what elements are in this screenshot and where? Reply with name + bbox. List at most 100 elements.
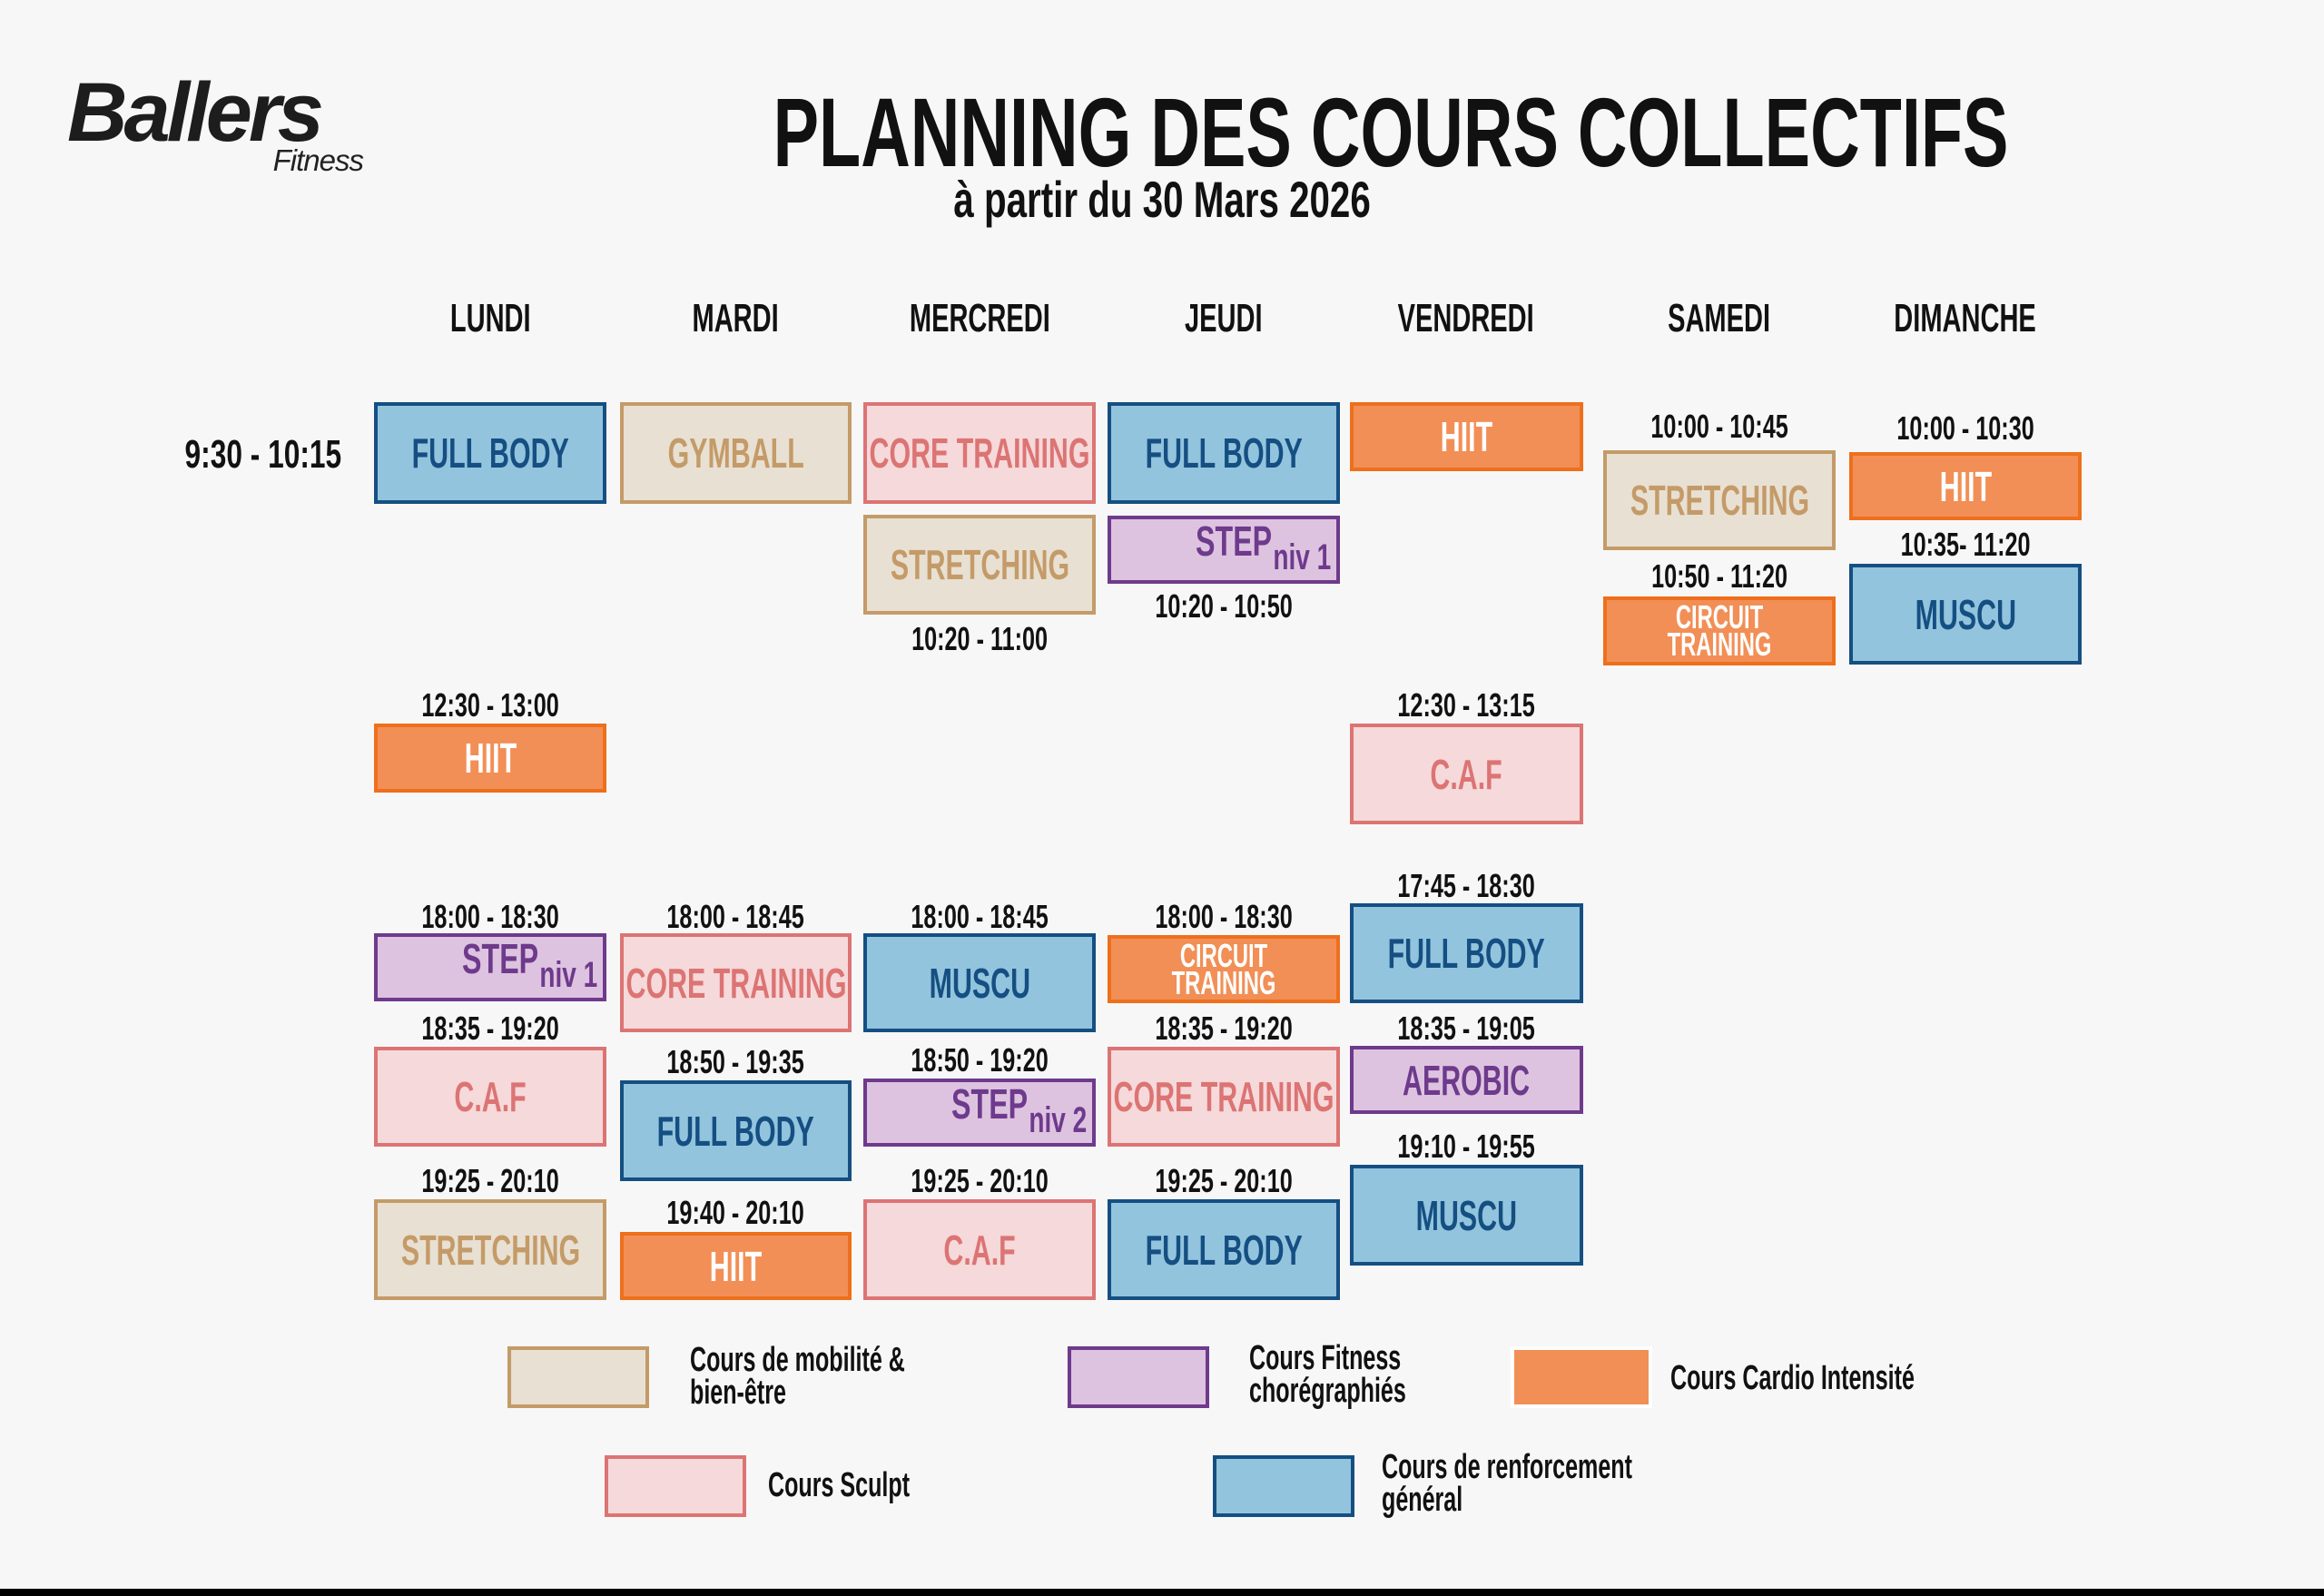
- class-time: 12:30 - 13:00: [372, 687, 608, 724]
- legend-swatch-sculpt: [605, 1455, 746, 1517]
- class-name: STEP: [461, 935, 538, 982]
- day-label: JEUDI: [1185, 296, 1263, 340]
- class-mercredi-muscu[interactable]: MUSCU: [863, 933, 1096, 1032]
- class-mardi-core-training[interactable]: CORE TRAINING: [620, 933, 852, 1032]
- time-text: 18:35 - 19:20: [1155, 1010, 1293, 1047]
- brand-name: Ballers: [67, 66, 324, 159]
- class-vendredi-muscu[interactable]: MUSCU: [1350, 1165, 1583, 1266]
- class-name: FULL BODY: [411, 429, 569, 477]
- class-samedi-circuit-training[interactable]: CIRCUIT TRAINING: [1603, 596, 1836, 665]
- class-dimanche-hiit[interactable]: HIIT: [1849, 452, 2082, 520]
- legend-line: Cours Cardio Intensité: [1670, 1359, 1915, 1397]
- legend-line: Cours de renforcement: [1382, 1448, 1632, 1486]
- class-vendredi-full-body[interactable]: FULL BODY: [1350, 903, 1583, 1003]
- class-name: HIIT: [1440, 413, 1493, 460]
- class-jeudi-core-training[interactable]: CORE TRAINING: [1108, 1047, 1340, 1147]
- class-mardi-gymball[interactable]: GYMBALL: [620, 402, 852, 504]
- class-time: 18:00 - 18:30: [372, 899, 608, 935]
- legend-label-renforcement: Cours de renforcement général: [1382, 1448, 1799, 1517]
- class-name: MUSCU: [1915, 590, 2016, 638]
- day-header-dimanche: DIMANCHE: [1847, 296, 2083, 341]
- class-dimanche-muscu[interactable]: MUSCU: [1849, 564, 2082, 665]
- legend-label-sculpt: Cours Sculpt: [768, 1468, 1040, 1502]
- page-subtitle-text: à partir du 30 Mars 2026: [953, 171, 1371, 228]
- time-text: 10:50 - 11:20: [1651, 557, 1787, 595]
- row-time-label: 9:30 - 10:15: [154, 432, 372, 478]
- time-text: 10:20 - 11:00: [911, 620, 1048, 657]
- class-time: 18:00 - 18:45: [862, 899, 1098, 935]
- class-lundi-full-body[interactable]: FULL BODY: [374, 402, 606, 504]
- legend-line: bien-être: [690, 1374, 786, 1412]
- day-label: LUNDI: [449, 296, 531, 340]
- class-name: STEP: [950, 1080, 1028, 1128]
- class-time: 18:00 - 18:45: [617, 899, 853, 935]
- class-time: 10:00 - 10:45: [1601, 409, 1837, 445]
- time-text: 12:30 - 13:00: [421, 686, 559, 724]
- class-jeudi-step-niv1[interactable]: STEP niv 1: [1108, 516, 1340, 584]
- time-text: 19:25 - 20:10: [1155, 1162, 1293, 1199]
- class-name: FULL BODY: [1145, 1226, 1303, 1274]
- class-name: GYMBALL: [667, 429, 804, 477]
- step-label: STEP niv 1: [1111, 519, 1336, 580]
- class-time: 18:35 - 19:20: [372, 1010, 608, 1047]
- day-label: DIMANCHE: [1894, 296, 2037, 340]
- class-jeudi-full-body[interactable]: FULL BODY: [1108, 402, 1340, 504]
- class-name: FULL BODY: [1387, 930, 1546, 977]
- legend-label-choregraphie: Cours Fitness chorégraphiés: [1249, 1341, 1521, 1408]
- class-lundi-caf[interactable]: C.A.F: [374, 1047, 606, 1147]
- legend-swatch-mobilite: [507, 1346, 649, 1408]
- class-mardi-hiit[interactable]: HIIT: [620, 1232, 852, 1300]
- legend-swatch-choregraphie: [1068, 1346, 1209, 1408]
- class-time: 18:50 - 19:35: [617, 1044, 853, 1080]
- time-text: 17:45 - 18:30: [1397, 867, 1535, 904]
- step-label: STEP niv 2: [867, 1082, 1092, 1143]
- class-time: 17:45 - 18:30: [1348, 868, 1584, 904]
- brand-logo: Ballers Fitness: [67, 71, 376, 189]
- legend-swatch-cardio: [1511, 1346, 1652, 1408]
- class-lundi-step-niv1[interactable]: STEP niv 1: [374, 933, 606, 1001]
- class-samedi-stretching[interactable]: STRETCHING: [1603, 450, 1836, 550]
- class-name-line1: CIRCUIT: [1179, 936, 1268, 974]
- class-vendredi-hiit[interactable]: HIIT: [1350, 402, 1583, 471]
- class-time: 10:50 - 11:20: [1601, 558, 1837, 595]
- class-name-line2: TRAINING: [1171, 963, 1276, 1001]
- page-title: PLANNING DES COURS COLLECTIFS: [508, 84, 2009, 182]
- page-subtitle: à partir du 30 Mars 2026: [690, 174, 1634, 225]
- legend-label-cardio: Cours Cardio Intensité: [1670, 1359, 2106, 1397]
- class-time: 10:00 - 10:30: [1847, 410, 2083, 447]
- class-time: 10:35- 11:20: [1847, 527, 2083, 563]
- day-label: VENDREDI: [1397, 296, 1535, 340]
- class-jeudi-full-body-evening[interactable]: FULL BODY: [1108, 1199, 1340, 1300]
- class-time: 10:20 - 11:00: [862, 621, 1098, 657]
- class-mercredi-caf[interactable]: C.A.F: [863, 1199, 1096, 1300]
- class-vendredi-aerobic[interactable]: AEROBIC: [1350, 1046, 1583, 1114]
- time-text: 18:00 - 18:45: [666, 898, 804, 935]
- class-mercredi-core-training[interactable]: CORE TRAINING: [863, 402, 1096, 504]
- class-name: CORE TRAINING: [1113, 1073, 1334, 1120]
- day-label: MARDI: [692, 296, 779, 340]
- class-vendredi-caf[interactable]: C.A.F: [1350, 724, 1583, 824]
- class-time: 19:40 - 20:10: [617, 1195, 853, 1231]
- class-mercredi-step-niv2[interactable]: STEP niv 2: [863, 1079, 1096, 1147]
- class-mardi-full-body[interactable]: FULL BODY: [620, 1080, 852, 1181]
- class-lundi-hiit[interactable]: HIIT: [374, 724, 606, 793]
- class-name: CORE TRAINING: [869, 429, 1090, 477]
- class-time: 18:00 - 18:30: [1106, 899, 1342, 935]
- class-jeudi-circuit-training[interactable]: CIRCUIT TRAINING: [1108, 935, 1340, 1003]
- class-name-line1: CIRCUIT: [1675, 598, 1764, 635]
- class-name: STRETCHING: [890, 541, 1069, 588]
- class-name: AEROBIC: [1403, 1056, 1531, 1104]
- time-text: 19:25 - 20:10: [911, 1162, 1049, 1199]
- class-level: niv 1: [1273, 537, 1331, 577]
- day-label: MERCREDI: [909, 296, 1050, 340]
- time-text: 19:10 - 19:55: [1397, 1128, 1535, 1165]
- time-text: 12:30 - 13:15: [1397, 686, 1535, 724]
- class-time: 19:25 - 20:10: [1106, 1163, 1342, 1199]
- class-name: STEP: [1195, 517, 1272, 565]
- class-lundi-stretching[interactable]: STRETCHING: [374, 1199, 606, 1300]
- class-name-line2: TRAINING: [1667, 626, 1772, 663]
- class-mercredi-stretching[interactable]: STRETCHING: [863, 515, 1096, 615]
- time-text: 19:25 - 20:10: [421, 1162, 559, 1199]
- class-name: STRETCHING: [1630, 477, 1809, 524]
- class-time: 10:20 - 10:50: [1106, 588, 1342, 625]
